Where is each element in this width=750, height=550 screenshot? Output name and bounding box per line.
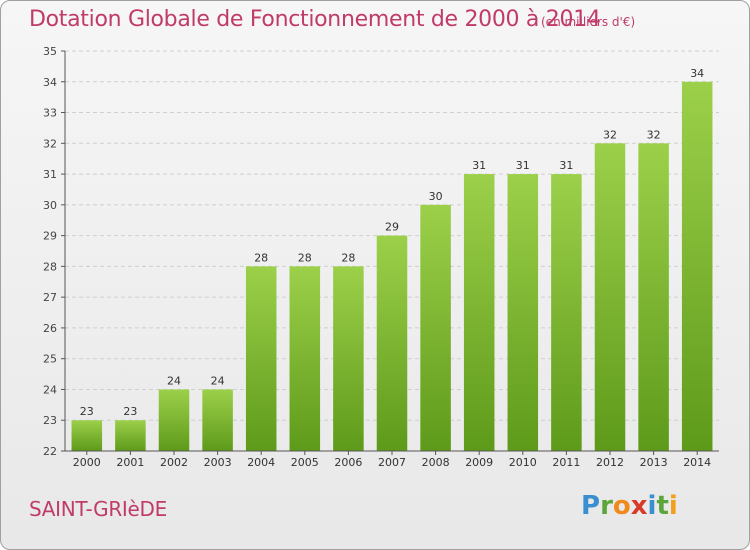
bar-value-label: 31 xyxy=(516,159,530,172)
bar xyxy=(420,204,451,451)
logo-letter: t xyxy=(656,491,669,521)
y-tick-label: 34 xyxy=(43,76,57,89)
y-tick-label: 30 xyxy=(43,199,57,212)
y-tick-label: 24 xyxy=(43,383,57,396)
x-tick-label: 2013 xyxy=(640,456,668,469)
bar-value-label: 31 xyxy=(472,159,486,172)
y-tick-label: 33 xyxy=(43,107,57,120)
bar xyxy=(376,235,408,451)
y-tick-label: 25 xyxy=(43,353,57,366)
y-tick-label: 32 xyxy=(43,137,57,150)
bar xyxy=(71,420,103,451)
bar-value-label: 31 xyxy=(559,159,573,172)
bar-value-label: 32 xyxy=(647,128,661,141)
proxiti-logo: Proxiti xyxy=(581,491,678,521)
bar-value-label: 24 xyxy=(211,374,225,387)
x-tick-label: 2006 xyxy=(334,456,362,469)
x-tick-label: 2007 xyxy=(378,456,406,469)
x-tick-label: 2014 xyxy=(683,456,711,469)
x-tick-label: 2001 xyxy=(116,456,144,469)
y-tick-label: 26 xyxy=(43,322,57,335)
logo-letter: i xyxy=(668,491,678,521)
logo-letter: P xyxy=(581,491,601,521)
bar xyxy=(463,174,495,452)
y-tick-label: 27 xyxy=(43,291,57,304)
bar-value-label: 32 xyxy=(603,128,617,141)
bar-value-label: 24 xyxy=(167,374,181,387)
bar-value-label: 30 xyxy=(429,190,443,203)
bar-value-label: 34 xyxy=(690,67,704,80)
bar-value-label: 23 xyxy=(123,405,137,418)
bar xyxy=(158,389,190,451)
bar xyxy=(333,266,364,451)
x-tick-label: 2011 xyxy=(552,456,580,469)
bar-value-label: 28 xyxy=(341,251,355,264)
bar xyxy=(289,266,321,451)
unit-label: (en milliers d'€) xyxy=(541,15,636,29)
x-tick-label: 2004 xyxy=(247,456,275,469)
y-tick-label: 22 xyxy=(43,445,57,458)
bar xyxy=(681,81,713,452)
x-tick-label: 2002 xyxy=(160,456,188,469)
x-tick-label: 2009 xyxy=(465,456,493,469)
x-tick-label: 2012 xyxy=(596,456,624,469)
bar-value-label: 29 xyxy=(385,221,399,234)
bar-value-label: 28 xyxy=(298,251,312,264)
x-tick-label: 2000 xyxy=(73,456,101,469)
bar-value-label: 28 xyxy=(254,251,268,264)
y-tick-label: 35 xyxy=(43,45,57,58)
bar xyxy=(202,389,233,451)
bar xyxy=(551,174,582,452)
logo-letter: x xyxy=(630,491,648,521)
logo-letter: o xyxy=(612,491,631,521)
chart-title: Dotation Globale de Fonctionnement de 20… xyxy=(29,7,601,32)
x-tick-label: 2003 xyxy=(204,456,232,469)
commune-name: SAINT-GRIèDE xyxy=(29,497,167,521)
y-tick-label: 29 xyxy=(43,230,57,243)
bar xyxy=(638,143,669,452)
x-tick-label: 2008 xyxy=(422,456,450,469)
bar xyxy=(115,420,146,451)
logo-letter: r xyxy=(600,491,613,521)
x-tick-label: 2005 xyxy=(291,456,319,469)
y-tick-label: 28 xyxy=(43,260,57,273)
bar-value-label: 23 xyxy=(80,405,94,418)
x-tick-label: 2010 xyxy=(509,456,537,469)
bar xyxy=(594,143,626,452)
bar xyxy=(507,174,539,452)
bar xyxy=(245,266,277,451)
y-tick-label: 31 xyxy=(43,168,57,181)
y-tick-label: 23 xyxy=(43,414,57,427)
logo-letter: i xyxy=(647,491,657,521)
